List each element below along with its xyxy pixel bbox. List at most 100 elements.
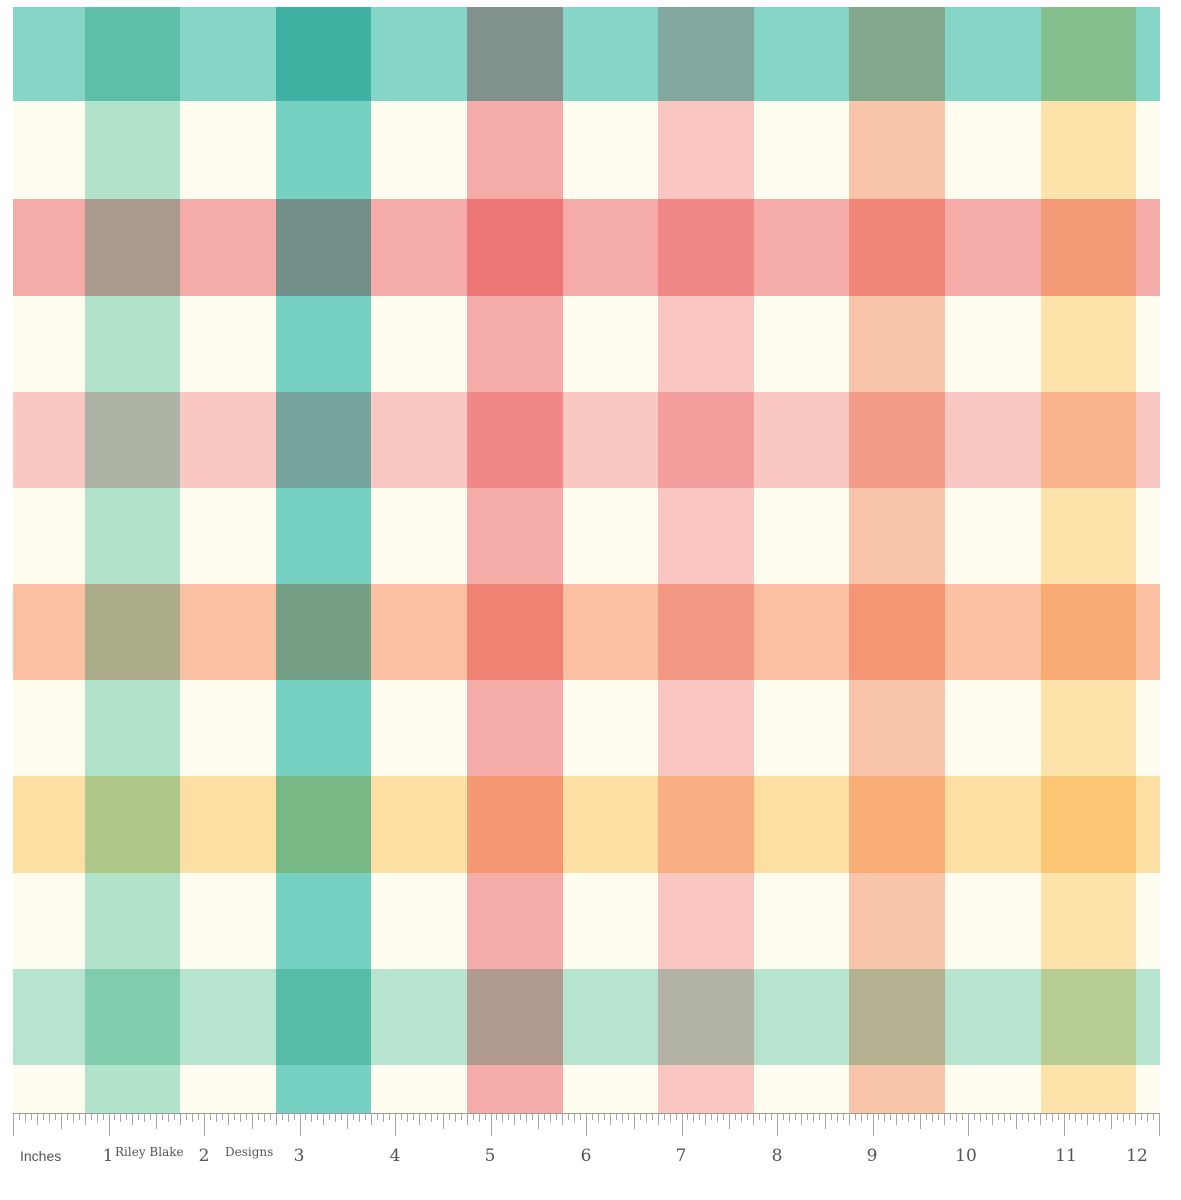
- ruler-tick: [693, 1114, 695, 1122]
- ruler-tick: [914, 1114, 916, 1120]
- ruler-tick: [204, 1114, 205, 1136]
- ruler-tick: [633, 1114, 635, 1129]
- ruler-tick: [78, 1114, 80, 1120]
- ruler-tick: [615, 1114, 617, 1120]
- ruler-tick: [335, 1114, 337, 1122]
- ruler-tick: [347, 1114, 349, 1129]
- ruler-tick: [651, 1114, 653, 1120]
- ruler-tick: [281, 1114, 283, 1120]
- ruler-tick: [896, 1114, 898, 1125]
- ruler-number-8: 8: [771, 1146, 783, 1166]
- ruler-tick: [759, 1114, 761, 1120]
- ruler-unit-label: Inches: [20, 1148, 62, 1164]
- ruler-tick: [926, 1114, 928, 1120]
- ruler-tick: [562, 1114, 564, 1125]
- ruler-tick: [180, 1114, 182, 1125]
- ruler-tick: [639, 1114, 641, 1120]
- ruler-number-1: 1: [102, 1146, 114, 1166]
- horizontal-stripe: [13, 776, 1160, 873]
- ruler-tick: [66, 1114, 68, 1120]
- ruler-tick: [1153, 1114, 1155, 1120]
- ruler-tick: [30, 1114, 32, 1120]
- ruler-tick: [221, 1114, 223, 1120]
- ruler-tick: [54, 1114, 56, 1120]
- ruler-tick: [460, 1114, 462, 1120]
- ruler-number-4: 4: [389, 1146, 401, 1166]
- ruler-tick: [144, 1114, 146, 1122]
- ruler-tick: [1033, 1114, 1035, 1120]
- ruler-tick: [1117, 1114, 1119, 1120]
- ruler-tick: [962, 1114, 964, 1120]
- ruler-tick: [60, 1114, 62, 1129]
- ruler-tick: [854, 1114, 856, 1120]
- ruler-tick: [150, 1114, 152, 1120]
- ruler-tick: [1099, 1114, 1101, 1122]
- ruler-tick: [878, 1114, 880, 1120]
- ruler-tick: [90, 1114, 92, 1120]
- ruler-tick: [269, 1114, 271, 1120]
- ruler-tick: [406, 1114, 408, 1122]
- ruler-tick: [938, 1114, 940, 1120]
- ruler-tick: [287, 1114, 289, 1122]
- ruler-tick: [395, 1114, 396, 1136]
- ruler-tick: [550, 1114, 552, 1122]
- ruler-number-5: 5: [484, 1146, 496, 1166]
- ruler-tick: [1093, 1114, 1095, 1120]
- ruler-tick: [968, 1114, 969, 1136]
- ruler-tick: [1039, 1114, 1041, 1125]
- ruler-tick: [430, 1114, 432, 1122]
- ruler-tick: [365, 1114, 367, 1120]
- ruler-tick: [466, 1114, 468, 1125]
- ruler-tick: [156, 1114, 158, 1129]
- ruler-tick: [96, 1114, 98, 1122]
- ruler-tick: [884, 1114, 886, 1122]
- ruler-tick: [872, 1114, 874, 1136]
- ruler-tick: [687, 1114, 689, 1120]
- ruler-tick: [186, 1114, 188, 1120]
- ruler-number-12: 12: [1126, 1146, 1148, 1166]
- horizontal-stripe: [13, 584, 1160, 681]
- ruler-tick: [597, 1114, 599, 1122]
- ruler-tick: [741, 1114, 743, 1122]
- ruler-tick: [1003, 1114, 1005, 1122]
- ruler-tick: [317, 1114, 319, 1120]
- ruler-tick: [794, 1114, 796, 1120]
- ruler-tick: [842, 1114, 844, 1120]
- ruler-tick: [771, 1114, 773, 1120]
- ruler-tick: [729, 1114, 731, 1129]
- ruler-tick: [120, 1114, 122, 1122]
- ruler-tick: [478, 1114, 480, 1122]
- horizontal-stripe: [13, 199, 1160, 296]
- ruler-tick: [508, 1114, 510, 1120]
- vertical-stripe: [658, 7, 754, 1113]
- ruler-tick: [263, 1114, 265, 1122]
- ruler-tick: [591, 1114, 593, 1120]
- ruler-tick: [1045, 1114, 1047, 1120]
- ruler-tick: [848, 1114, 850, 1125]
- ruler-tick: [275, 1114, 277, 1125]
- ruler-tick: [956, 1114, 958, 1122]
- ruler-tick: [991, 1114, 993, 1125]
- ruler-tick: [836, 1114, 838, 1122]
- ruler-tick: [1159, 1114, 1160, 1136]
- ruler-tick: [1147, 1114, 1149, 1122]
- ruler-tick: [645, 1114, 647, 1122]
- ruler-tick: [627, 1114, 629, 1120]
- ruler-tick: [353, 1114, 355, 1120]
- ruler-tick: [1021, 1114, 1023, 1120]
- ruler-tick: [102, 1114, 104, 1120]
- ruler-tick: [985, 1114, 987, 1120]
- ruler-tick: [472, 1114, 474, 1120]
- ruler-tick: [681, 1114, 683, 1136]
- ruler-tick: [18, 1114, 20, 1120]
- ruler-tick: [603, 1114, 605, 1120]
- ruler-tick: [192, 1114, 194, 1122]
- ruler-tick: [1135, 1114, 1137, 1125]
- vertical-stripe: [849, 7, 945, 1113]
- ruler-tick: [42, 1114, 44, 1120]
- ruler-tick: [383, 1114, 385, 1122]
- vertical-stripe: [467, 7, 563, 1113]
- ruler-tick: [48, 1114, 50, 1122]
- ruler-number-7: 7: [675, 1146, 687, 1166]
- ruler-tick: [1081, 1114, 1083, 1120]
